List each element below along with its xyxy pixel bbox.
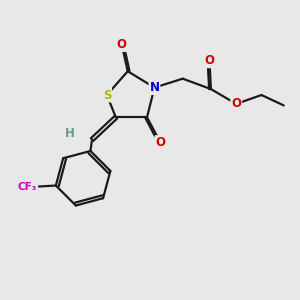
Text: O: O [155,136,165,149]
Text: O: O [231,98,241,110]
Text: H: H [65,127,75,140]
Text: S: S [103,88,111,101]
Text: N: N [149,81,160,94]
Text: O: O [204,54,214,67]
Text: CF₃: CF₃ [18,182,37,192]
Text: O: O [117,38,127,51]
